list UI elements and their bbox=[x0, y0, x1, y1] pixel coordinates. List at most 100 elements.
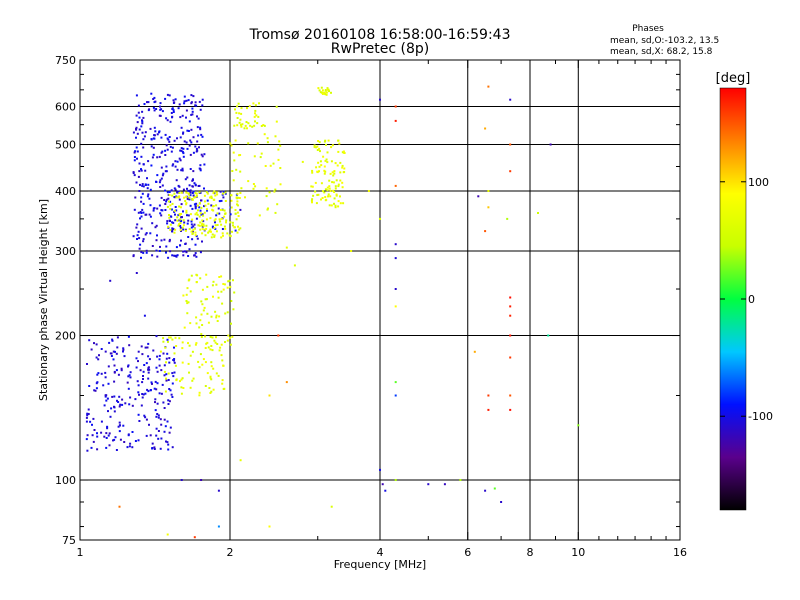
data-point bbox=[171, 396, 174, 398]
data-point bbox=[218, 200, 221, 203]
data-point bbox=[236, 105, 239, 108]
data-point bbox=[247, 122, 250, 125]
data-point bbox=[148, 197, 151, 200]
data-point bbox=[181, 341, 184, 344]
data-point bbox=[152, 98, 155, 100]
data-point bbox=[179, 222, 182, 225]
data-point bbox=[186, 197, 189, 200]
data-point bbox=[188, 344, 191, 347]
data-point bbox=[200, 153, 203, 156]
data-point bbox=[160, 423, 163, 426]
data-point bbox=[191, 185, 194, 188]
data-point bbox=[173, 254, 176, 257]
data-point bbox=[312, 194, 315, 197]
data-point bbox=[215, 336, 217, 339]
data-point bbox=[207, 346, 210, 349]
data-point bbox=[155, 335, 158, 338]
data-point bbox=[158, 358, 161, 361]
data-point bbox=[337, 200, 340, 203]
data-point bbox=[506, 217, 509, 220]
data-point bbox=[326, 189, 329, 192]
data-point bbox=[477, 195, 480, 198]
data-point bbox=[224, 341, 226, 343]
data-point bbox=[168, 214, 170, 216]
data-point bbox=[171, 372, 174, 375]
data-point bbox=[315, 146, 318, 149]
data-point bbox=[339, 195, 341, 198]
data-point bbox=[509, 394, 512, 397]
data-point bbox=[253, 155, 256, 158]
data-point bbox=[183, 100, 186, 103]
data-point bbox=[301, 160, 304, 163]
data-point bbox=[240, 112, 243, 115]
data-point bbox=[168, 194, 171, 196]
data-point bbox=[175, 254, 177, 257]
data-point bbox=[89, 420, 92, 423]
data-point bbox=[158, 364, 161, 367]
data-point bbox=[201, 135, 204, 138]
data-point bbox=[185, 141, 188, 144]
data-point bbox=[240, 125, 243, 128]
data-point bbox=[119, 403, 122, 406]
data-point bbox=[137, 360, 139, 363]
data-point bbox=[487, 85, 490, 88]
data-point bbox=[109, 279, 112, 282]
data-point bbox=[203, 205, 205, 208]
data-point bbox=[179, 225, 182, 227]
data-point bbox=[167, 340, 169, 343]
data-point bbox=[185, 211, 188, 214]
data-point bbox=[212, 295, 214, 298]
data-point bbox=[188, 144, 191, 147]
data-point bbox=[199, 212, 202, 215]
data-point bbox=[200, 133, 203, 136]
data-point bbox=[321, 93, 324, 95]
y-tick-label: 500 bbox=[55, 139, 76, 152]
data-point bbox=[236, 117, 239, 119]
data-point bbox=[158, 181, 161, 184]
data-point bbox=[161, 174, 164, 177]
data-point bbox=[150, 145, 153, 148]
data-point bbox=[136, 150, 139, 153]
data-point bbox=[156, 413, 159, 415]
data-point bbox=[191, 218, 194, 221]
data-point bbox=[333, 191, 336, 193]
data-point bbox=[171, 227, 174, 230]
data-point bbox=[336, 164, 339, 167]
data-point bbox=[195, 316, 198, 319]
data-point bbox=[127, 433, 130, 436]
data-point bbox=[106, 427, 109, 430]
data-point bbox=[112, 439, 114, 442]
data-point bbox=[142, 211, 145, 214]
data-point bbox=[487, 206, 490, 209]
data-point bbox=[239, 123, 242, 126]
x-tick-label: 1 bbox=[77, 546, 84, 559]
data-point bbox=[199, 164, 202, 167]
data-point bbox=[183, 140, 186, 143]
data-point bbox=[138, 393, 140, 396]
data-point bbox=[123, 355, 126, 358]
data-point bbox=[150, 381, 153, 384]
data-point bbox=[149, 188, 152, 191]
data-point bbox=[177, 196, 180, 199]
data-point bbox=[178, 198, 181, 201]
data-point bbox=[324, 93, 327, 96]
data-point bbox=[236, 211, 239, 214]
data-point bbox=[181, 167, 184, 170]
data-point bbox=[326, 186, 329, 189]
data-point bbox=[195, 281, 198, 283]
data-point bbox=[265, 187, 268, 190]
data-point bbox=[142, 163, 145, 166]
data-point bbox=[115, 369, 118, 372]
data-point bbox=[114, 436, 117, 439]
data-point bbox=[161, 383, 164, 386]
data-point bbox=[176, 168, 179, 171]
data-point bbox=[194, 207, 197, 210]
data-point bbox=[166, 441, 169, 444]
data-point bbox=[138, 116, 141, 119]
data-point bbox=[139, 217, 141, 220]
data-point bbox=[224, 192, 227, 195]
data-point bbox=[316, 149, 319, 151]
data-point bbox=[191, 110, 194, 113]
data-point bbox=[198, 224, 201, 227]
data-point bbox=[127, 375, 130, 378]
